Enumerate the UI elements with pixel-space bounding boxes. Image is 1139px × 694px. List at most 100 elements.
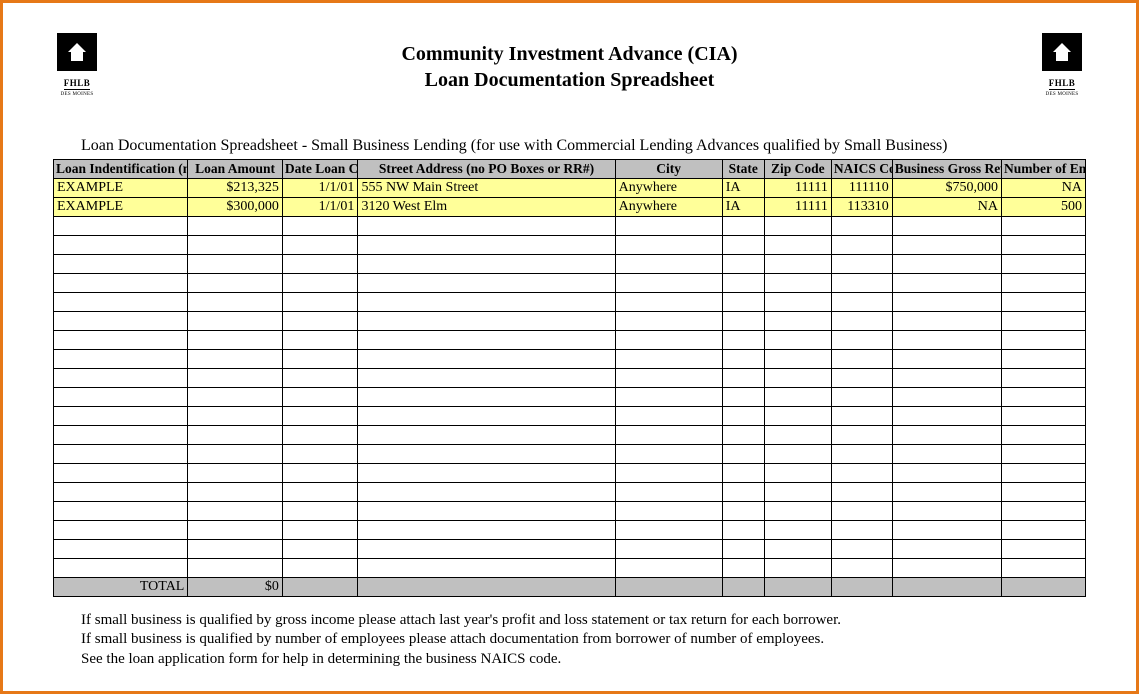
cell-state: [722, 539, 764, 558]
cell-zip: [764, 254, 831, 273]
cell-date: [282, 235, 358, 254]
column-header-date: Date Loan Closed: [282, 160, 358, 179]
cell-loan_id: [54, 349, 188, 368]
cell-zip: [764, 368, 831, 387]
cell-naics: [831, 292, 892, 311]
cell-state: [722, 463, 764, 482]
cell-revenue: [892, 235, 1001, 254]
cell-city: [615, 216, 722, 235]
column-header-naics: NAICS Code: [831, 160, 892, 179]
cell-address: [358, 311, 615, 330]
cell-city: [615, 406, 722, 425]
table-row: [54, 216, 1086, 235]
cell-amount: [188, 463, 282, 482]
cell-city: [615, 330, 722, 349]
cell-naics: [831, 273, 892, 292]
cell-amount: [188, 482, 282, 501]
cell-city: Anywhere: [615, 178, 722, 197]
cell-amount: [188, 235, 282, 254]
cell-employees: [1001, 501, 1085, 520]
cell-naics: 113310: [831, 197, 892, 216]
table-row: [54, 520, 1086, 539]
cell-state: [722, 368, 764, 387]
cell-loan_id: EXAMPLE: [54, 178, 188, 197]
cell-employees: [1001, 558, 1085, 577]
cell-zip: [764, 349, 831, 368]
cell-date: [282, 311, 358, 330]
cell-zip: [764, 520, 831, 539]
table-row: [54, 558, 1086, 577]
cell-address: 555 NW Main Street: [358, 178, 615, 197]
cell-revenue: $750,000: [892, 178, 1001, 197]
cell-loan_id: [54, 406, 188, 425]
cell-zip: 11111: [764, 178, 831, 197]
cell-loan_id: [54, 482, 188, 501]
cell-revenue: [892, 330, 1001, 349]
cell-loan_id: [54, 425, 188, 444]
column-header-state: State: [722, 160, 764, 179]
loan-table: Loan Indentification (name or loan #)Loa…: [53, 159, 1086, 597]
cell-address: [358, 482, 615, 501]
cell-date: [282, 406, 358, 425]
footer-notes: If small business is qualified by gross …: [81, 611, 1086, 670]
cell-state: [722, 292, 764, 311]
note-line-1: If small business is qualified by gross …: [81, 611, 1086, 631]
cell-state: [722, 520, 764, 539]
total-cell-amount: $0: [188, 577, 282, 596]
table-row: [54, 501, 1086, 520]
example-row: EXAMPLE$300,0001/1/013120 West ElmAnywhe…: [54, 197, 1086, 216]
cell-city: [615, 520, 722, 539]
column-header-zip: Zip Code: [764, 160, 831, 179]
cell-city: [615, 501, 722, 520]
column-header-city: City: [615, 160, 722, 179]
cell-naics: [831, 235, 892, 254]
cell-revenue: [892, 482, 1001, 501]
cell-employees: [1001, 463, 1085, 482]
cell-date: [282, 387, 358, 406]
cell-date: [282, 254, 358, 273]
cell-employees: [1001, 273, 1085, 292]
cell-employees: 500: [1001, 197, 1085, 216]
logo-text: FHLB: [64, 78, 91, 90]
total-cell-address: [358, 577, 615, 596]
example-row: EXAMPLE$213,3251/1/01555 NW Main StreetA…: [54, 178, 1086, 197]
cell-amount: [188, 425, 282, 444]
cell-amount: [188, 368, 282, 387]
logo-icon: [1042, 33, 1082, 71]
table-row: [54, 254, 1086, 273]
cell-zip: [764, 273, 831, 292]
cell-naics: [831, 501, 892, 520]
total-cell-employees: [1001, 577, 1085, 596]
cell-zip: [764, 501, 831, 520]
total-cell-revenue: [892, 577, 1001, 596]
cell-state: [722, 216, 764, 235]
cell-city: [615, 387, 722, 406]
cell-naics: [831, 216, 892, 235]
cell-city: [615, 273, 722, 292]
cell-state: [722, 444, 764, 463]
cell-zip: [764, 539, 831, 558]
logo-text: FHLB: [1049, 78, 1076, 90]
cell-city: [615, 311, 722, 330]
logo-right: FHLB DES MOINES: [1038, 33, 1086, 97]
cell-naics: [831, 425, 892, 444]
cell-amount: [188, 216, 282, 235]
cell-address: [358, 349, 615, 368]
cell-state: [722, 273, 764, 292]
cell-loan_id: [54, 368, 188, 387]
table-row: [54, 311, 1086, 330]
cell-amount: [188, 501, 282, 520]
table-row: [54, 330, 1086, 349]
cell-city: [615, 444, 722, 463]
cell-revenue: NA: [892, 197, 1001, 216]
cell-address: [358, 425, 615, 444]
logo-left: FHLB DES MOINES: [53, 33, 101, 97]
cell-city: [615, 539, 722, 558]
total-cell-loan_id: TOTAL: [54, 577, 188, 596]
cell-loan_id: [54, 292, 188, 311]
table-row: [54, 368, 1086, 387]
column-header-loan_id: Loan Indentification (name or loan #): [54, 160, 188, 179]
cell-address: [358, 463, 615, 482]
cell-naics: [831, 387, 892, 406]
cell-amount: [188, 311, 282, 330]
